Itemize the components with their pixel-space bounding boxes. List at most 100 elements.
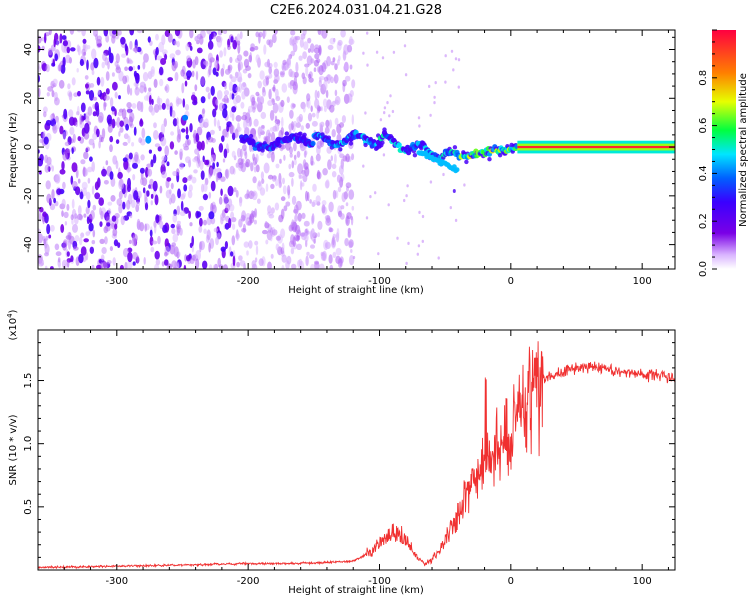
spectrogram-cell: [82, 43, 86, 51]
spectrogram-cell: [280, 228, 286, 239]
spectrogram-cell: [303, 150, 307, 159]
spectrogram-cell: [452, 145, 458, 150]
spectrogram-cell: [159, 66, 164, 76]
spectrogram-cell: [70, 47, 76, 52]
spectrogram-cell: [254, 240, 259, 246]
spectrogram-cell: [91, 69, 95, 76]
spectrogram-cell: [134, 86, 140, 96]
spectrogram-cell: [291, 263, 297, 269]
spectrogram-cell: [245, 161, 250, 168]
spectrogram-cell: [281, 83, 288, 93]
spectrogram-cell: [186, 70, 192, 79]
spectrogram-cell: [222, 158, 226, 163]
spectrogram-cell: [302, 106, 306, 113]
spectrogram-cell: [269, 127, 275, 132]
spectrogram-cell: [77, 136, 82, 142]
spectrogram-cell: [199, 217, 203, 227]
spectrogram-cell: [417, 244, 421, 248]
spectrogram-cell: [392, 50, 396, 54]
spectrogram-cell: [117, 111, 123, 117]
spectrogram-cell: [46, 158, 50, 167]
spectrogram-cell: [351, 205, 355, 211]
spectrogram-cell: [51, 165, 54, 172]
spectrogram-cell: [298, 55, 303, 61]
spectrogram-cell: [153, 130, 159, 140]
spectrogram-cell: [350, 249, 353, 253]
spectrogram-cell: [211, 204, 217, 214]
spectrogram-cell: [124, 261, 128, 269]
snr-frame: [37, 329, 676, 571]
spectrogram-cell: [300, 125, 304, 131]
spectrogram-cell: [282, 59, 287, 66]
spectrogram-cell: [110, 195, 116, 202]
spectrogram-cell: [313, 47, 320, 54]
spectrogram-cell: [274, 202, 280, 211]
spectrogram-cell: [114, 223, 118, 230]
spectrogram-cell: [329, 104, 335, 113]
spectrogram-cell: [320, 30, 324, 36]
spectrogram-cell: [54, 243, 60, 251]
spectrogram-cell: [203, 60, 208, 65]
spectrogram-cell: [78, 253, 84, 264]
spectrogram-cell: [66, 203, 70, 211]
spectrogram-cell: [142, 187, 146, 194]
spectrogram-cell: [348, 189, 355, 200]
spectrogram-cell: [301, 212, 306, 219]
spectrogram-cell: [154, 143, 161, 148]
spectrogram-cell: [155, 33, 159, 41]
spectrogram-cell: [142, 71, 149, 82]
spectrogram-cell: [137, 158, 141, 164]
spectrogram-cell: [126, 199, 131, 210]
spectrogram-cell: [112, 257, 116, 266]
spectrogram-cell: [111, 72, 115, 77]
spectrogram-cell: [129, 40, 133, 50]
spectrogram-cell: [155, 46, 159, 56]
spectrogram-cell: [58, 62, 62, 72]
spectrogram-cell: [239, 31, 243, 40]
spectrogram-cell: [109, 97, 114, 108]
spectrogram-cell: [82, 166, 86, 177]
spectrogram-cell: [379, 118, 383, 122]
spectrogram-cell: [112, 228, 118, 237]
spectrogram-cell: [88, 138, 95, 146]
x-tick-label: -300: [105, 276, 128, 287]
spectrogram-cell: [164, 145, 169, 157]
spectrogram-cell: [265, 76, 270, 86]
spectrogram-cell: [316, 110, 319, 119]
spectrogram-cell: [232, 97, 239, 105]
spectrogram-cell: [364, 111, 367, 115]
spectrogram-cell: [182, 114, 189, 121]
spectrogram-cell: [306, 251, 310, 256]
spectrogram-cell: [105, 88, 110, 95]
spectrogram-cell: [252, 176, 257, 184]
spectrogram-cell: [265, 239, 269, 245]
spectrogram-cell: [383, 111, 386, 115]
spectrogram-cell: [337, 39, 343, 46]
spectrogram-cell: [248, 240, 253, 249]
spectrogram-cell: [83, 151, 89, 160]
spectrogram-cell: [341, 115, 346, 124]
spectrogram-cell: [231, 113, 235, 122]
spectrogram-cell: [212, 162, 216, 170]
spectrogram-cell: [50, 266, 54, 269]
spectrogram-cell: [407, 241, 410, 245]
spectrogram-cell: [449, 206, 452, 210]
y-tick-label: -40: [23, 236, 34, 252]
spectrogram-cell: [325, 89, 329, 99]
spectrogram-cell: [93, 57, 99, 69]
spectrogram-cell: [291, 177, 294, 187]
spectrogram-cell: [189, 30, 194, 39]
spectrogram-cell: [75, 186, 81, 196]
spectrogram-cell: [343, 64, 348, 71]
spectrogram-cell: [124, 43, 128, 52]
spectrogram-cell: [497, 153, 503, 158]
spectrogram-cell: [79, 58, 84, 67]
spectrogram-cell: [293, 154, 297, 161]
spectrogram-cell: [318, 65, 324, 76]
spectrogram-cell: [315, 195, 321, 203]
spectrogram-cell: [302, 174, 308, 183]
spectrogram-cell: [134, 44, 138, 54]
spectrogram-cell: [44, 265, 48, 269]
spectrogram-cell: [220, 68, 225, 77]
spectrogram-cell: [118, 95, 121, 100]
